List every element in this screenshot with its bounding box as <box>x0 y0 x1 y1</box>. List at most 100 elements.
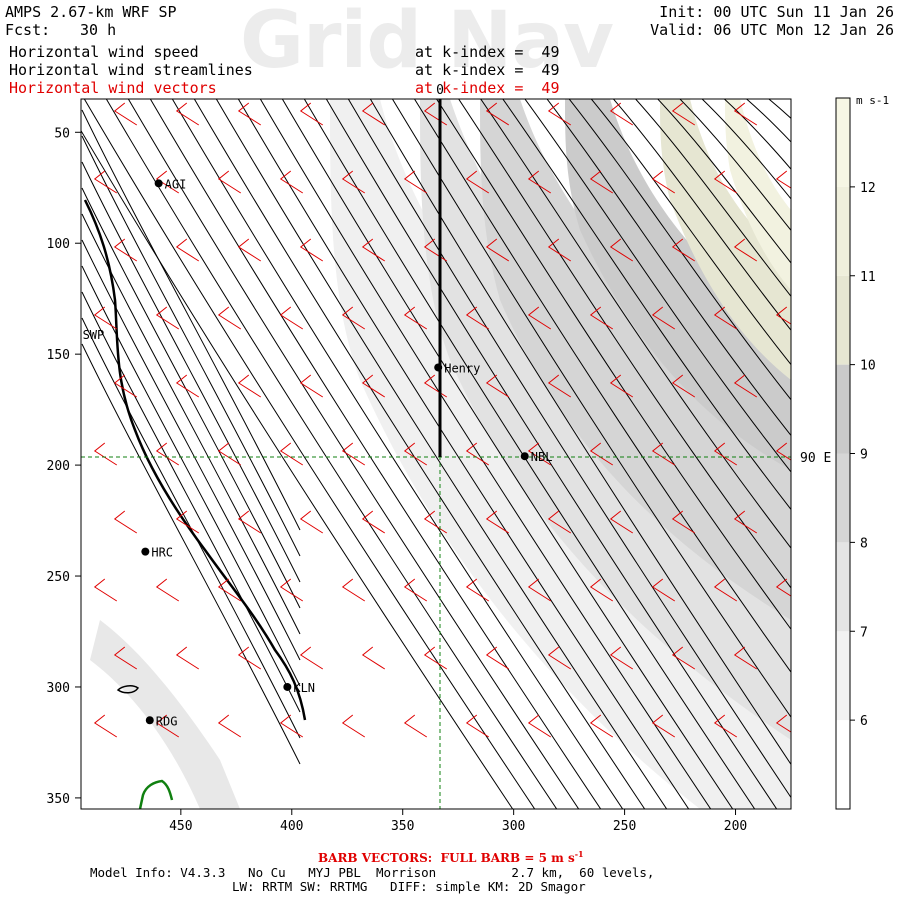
streamline <box>81 187 301 609</box>
plot-frame <box>80 98 792 810</box>
station-marker <box>141 547 150 556</box>
wind-barb <box>797 511 819 533</box>
wind-barb <box>217 170 242 194</box>
streamline <box>435 99 791 631</box>
streamline <box>81 317 301 739</box>
y-tick-label: 50 <box>54 126 70 141</box>
field-label-speed: Horizontal wind speed <box>9 43 199 61</box>
forecast-label: Fcst: <box>5 21 51 39</box>
wind-barb <box>341 442 366 466</box>
streamline <box>723 99 791 170</box>
colorbar-segment <box>836 453 850 543</box>
wind-barb <box>237 510 262 534</box>
y-axis: 50 100 150 200 250 300 350 <box>47 126 81 807</box>
colorbar-segment <box>836 720 850 809</box>
wind-barb <box>361 102 386 126</box>
barb-legend-exponent: -1 <box>574 849 584 859</box>
wind-barb <box>299 646 324 670</box>
wind-barb <box>775 578 791 597</box>
wind-barb <box>651 306 676 330</box>
wind-barb <box>341 578 366 602</box>
wind-barb <box>589 306 614 330</box>
station-marker <box>154 179 163 188</box>
streamline <box>81 109 301 531</box>
wind-barb <box>671 510 696 534</box>
top-marker: 0 <box>436 83 444 98</box>
wind-barb <box>671 646 696 670</box>
wind-barb <box>279 170 304 194</box>
station-label: Henry <box>444 361 480 375</box>
wind-barb <box>93 714 118 738</box>
field-label-vectors: Horizontal wind vectors <box>9 79 217 97</box>
wind-barb <box>527 170 552 194</box>
wind-barb <box>547 374 572 398</box>
station-marker <box>520 452 529 461</box>
wind-barb <box>175 374 200 398</box>
wind-barb <box>155 578 180 602</box>
streamline <box>612 99 791 331</box>
wind-barb <box>733 374 758 398</box>
wind-barb <box>485 238 510 262</box>
wind-barb <box>299 374 324 398</box>
streamline <box>81 265 301 687</box>
wind-barb <box>733 238 758 262</box>
streamline <box>347 99 791 799</box>
wind-barb <box>485 510 510 534</box>
wind-barb <box>589 578 614 602</box>
wind-barb <box>547 646 572 670</box>
forecast-hours: 30 h <box>80 21 117 39</box>
watermark: Grid Nav <box>240 0 614 86</box>
y-tick-label: 150 <box>47 348 70 363</box>
wind-barb <box>113 374 138 398</box>
wind-barb <box>775 714 791 733</box>
wind-barb <box>361 374 386 398</box>
field-level-speed: at k-index = 49 <box>415 43 560 61</box>
wind-barb <box>465 442 490 466</box>
wind-barb <box>465 306 490 330</box>
wind-barb <box>713 714 738 738</box>
streamline <box>546 99 791 437</box>
wind-barb <box>341 170 366 194</box>
station-label: RDG <box>156 714 178 728</box>
wind-barb <box>465 578 490 602</box>
wind-barb <box>341 714 366 738</box>
colorbar-segment <box>836 364 850 454</box>
x-tick-label: 450 <box>169 819 192 834</box>
streamlines <box>81 95 900 809</box>
streamline <box>369 99 791 766</box>
x-axis: 450 400 350 300 250 200 <box>169 809 747 834</box>
stations: AGI SWP Henry NBL HRC KLN RDG <box>73 177 553 728</box>
speed-shade-11 <box>660 99 791 380</box>
wind-barb <box>403 306 428 330</box>
streamline <box>634 99 791 298</box>
colorbar-label: 9 <box>860 448 868 463</box>
colorbar-label: 7 <box>860 625 868 640</box>
wind-barb <box>237 238 262 262</box>
colorbar-label: 6 <box>860 714 868 729</box>
colorbar-segment <box>836 186 850 276</box>
station-marker <box>73 330 81 338</box>
wind-barb <box>651 578 676 602</box>
streamline <box>81 291 301 713</box>
streamline <box>852 95 900 424</box>
wind-barb <box>797 103 819 125</box>
streamline <box>171 99 624 809</box>
y-tick-label: 300 <box>47 681 70 696</box>
wind-barb <box>341 306 366 330</box>
y-tick-label: 250 <box>47 570 70 585</box>
streamline <box>303 99 756 809</box>
wind-barb <box>93 578 118 602</box>
wind-barb <box>93 442 118 466</box>
barb-legend: BARB VECTORS: FULL BARB = 5 m s-1 <box>318 849 584 865</box>
wind-barb <box>279 714 304 738</box>
wind-barbs <box>93 102 819 738</box>
wind-barb <box>93 306 118 330</box>
wind-barb <box>733 510 758 534</box>
wind-barb <box>775 442 791 461</box>
wind-barb <box>361 646 386 670</box>
wind-barb <box>403 578 428 602</box>
streamline <box>480 99 791 549</box>
streamline <box>413 99 791 674</box>
wind-barb <box>465 714 490 738</box>
wind-barb <box>217 442 242 466</box>
